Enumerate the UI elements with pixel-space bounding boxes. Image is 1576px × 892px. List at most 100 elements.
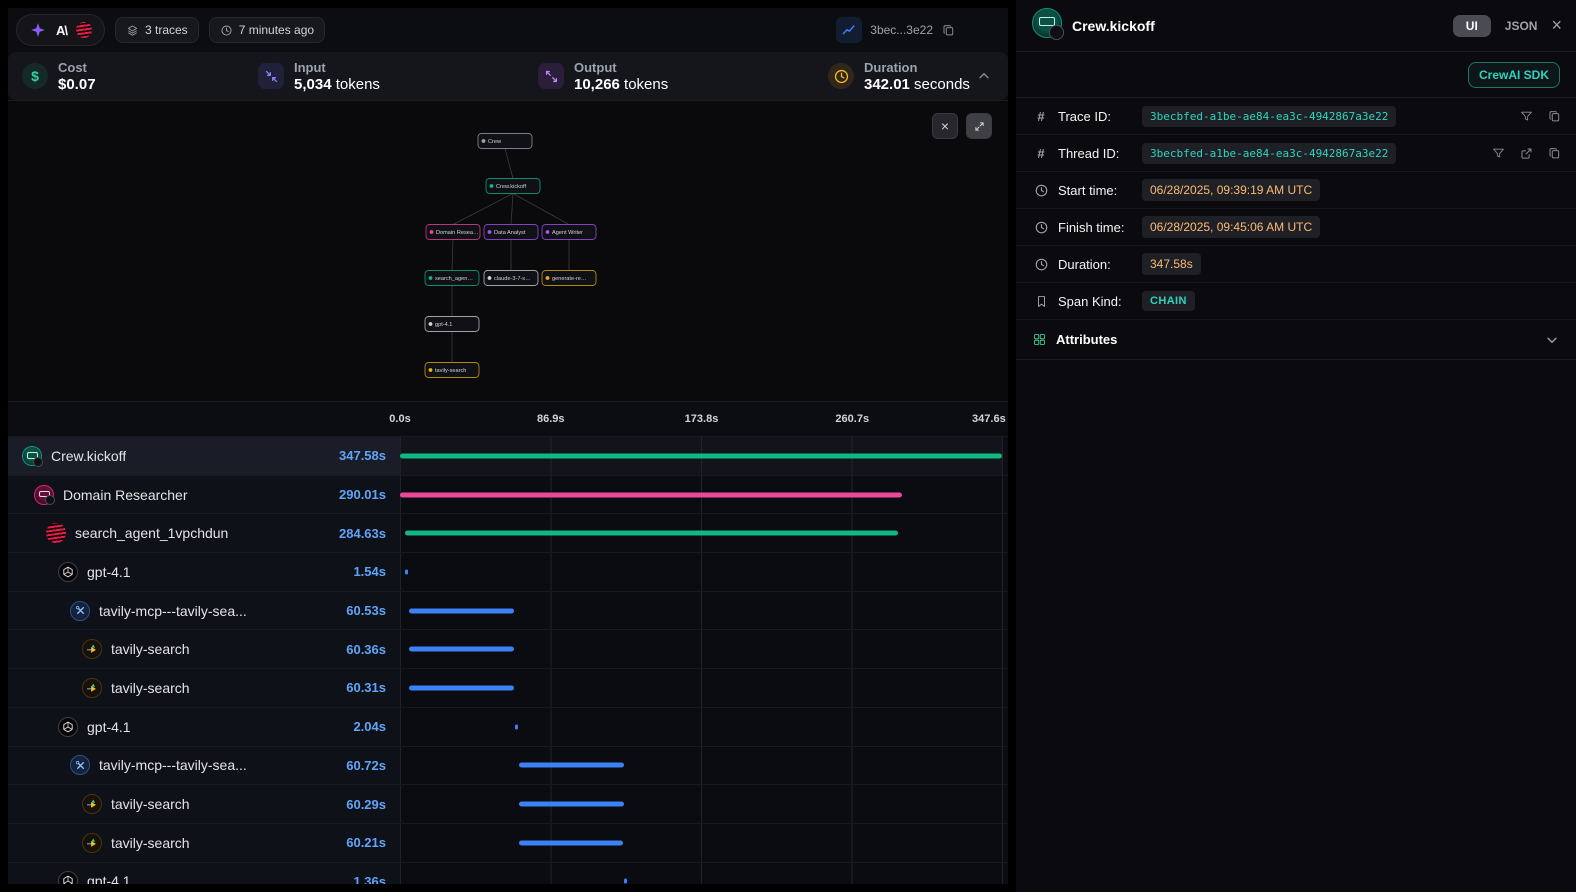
tools-icon	[70, 600, 90, 621]
span-bar[interactable]	[519, 840, 624, 846]
timeline-row[interactable]: tavily-search 60.21s	[8, 822, 1008, 862]
attributes-section-header[interactable]: Attributes	[1016, 320, 1576, 360]
trace-id-short: 3bec...3e22	[870, 23, 933, 37]
svg-text:Crew.kickoff: Crew.kickoff	[496, 184, 526, 190]
span-name: Crew.kickoff	[51, 447, 127, 464]
openai-icon	[58, 561, 78, 582]
field-value[interactable]: 3becbfed-a1be-ae84-ea3c-4942867a3e22	[1142, 105, 1397, 127]
hash-icon: #	[1037, 108, 1045, 124]
anthropic-logo-icon: A\	[56, 22, 68, 38]
external-link-button[interactable]	[1519, 146, 1534, 161]
span-name-cell: search_agent_1vpchdun 284.63s	[8, 514, 400, 553]
copy-button[interactable]	[1547, 109, 1562, 124]
graph-node[interactable]: claude-3-7-s…	[483, 270, 539, 286]
close-panel-button[interactable]: ×	[1551, 15, 1562, 35]
metric-value: 342.01 seconds	[864, 75, 970, 93]
graph-node[interactable]: tavily-search	[424, 362, 480, 378]
metrics-bar: $ Cost $0.07 Input 5,034 tokens Output 1…	[8, 52, 1008, 100]
graph-node[interactable]: Crew	[477, 133, 533, 149]
span-name: search_agent_1vpchdun	[75, 525, 229, 542]
filter-button[interactable]	[1491, 146, 1506, 161]
timeline-row[interactable]: gpt-4.1 1.36s	[8, 861, 1008, 884]
span-bar[interactable]	[409, 646, 514, 652]
span-bar[interactable]	[400, 453, 1002, 459]
tools-icon	[70, 755, 90, 776]
graph-node[interactable]: Crew.kickoff	[485, 178, 541, 194]
timeline-row[interactable]: tavily-search 60.36s	[8, 629, 1008, 669]
field-label: Thread ID:	[1058, 145, 1120, 161]
timeline-row[interactable]: tavily-search 60.29s	[8, 784, 1008, 823]
traces-count-label: 3 traces	[145, 23, 188, 37]
graph-node[interactable]: Agent Writer	[541, 224, 597, 240]
span-bar[interactable]	[409, 608, 514, 614]
field-value[interactable]: 06/28/2025, 09:39:19 AM UTC	[1142, 179, 1321, 201]
timeline-row[interactable]: tavily-mcp---tavily-sea... 60.72s	[8, 745, 1008, 785]
timeline-bar-cell	[400, 591, 1003, 630]
timeline-row[interactable]: tavily-mcp---tavily-sea... 60.53s	[8, 590, 1008, 630]
timeline-row[interactable]: Domain Researcher 290.01s	[8, 474, 1008, 514]
crewai-span-icon	[1032, 8, 1064, 43]
field-value[interactable]: CHAIN	[1142, 291, 1195, 311]
field-value[interactable]: 347.58s	[1142, 253, 1201, 275]
graph-node[interactable]: Domain Resea…	[425, 224, 481, 240]
axis-tick: 86.9s	[536, 413, 565, 425]
metric-value: 10,266 tokens	[574, 75, 669, 93]
span-bar[interactable]	[519, 801, 624, 807]
copy-trace-id-button[interactable]	[941, 23, 956, 38]
metric-input: Input 5,034 tokens	[258, 60, 538, 93]
span-duration: 60.36s	[346, 641, 386, 657]
metric-label: Cost	[58, 59, 87, 75]
span-name: tavily-mcp---tavily-sea...	[99, 757, 247, 774]
span-bar[interactable]	[405, 530, 898, 536]
svg-text:search_agen…: search_agen…	[435, 276, 473, 282]
expand-graph-button[interactable]	[966, 113, 992, 139]
filter-button[interactable]	[1519, 109, 1534, 124]
graph-node[interactable]: gpt-4.1	[424, 316, 480, 332]
topbar-right-cluster: 3bec...3e22	[836, 17, 1008, 43]
timeline-row[interactable]: gpt-4.1 2.04s	[8, 706, 1008, 746]
timeline-row[interactable]: search_agent_1vpchdun 284.63s	[8, 513, 1008, 553]
field-value[interactable]: 3becbfed-a1be-ae84-ea3c-4942867a3e22	[1142, 142, 1397, 164]
span-name: tavily-mcp---tavily-sea...	[99, 602, 247, 619]
view-toggle-json[interactable]: JSON	[1504, 18, 1538, 33]
graph-node[interactable]: generate-re…	[541, 270, 597, 286]
arrows-in-icon	[258, 63, 284, 89]
span-name-cell: gpt-4.1 2.04s	[8, 707, 400, 746]
graph-node[interactable]: search_agen…	[424, 270, 480, 286]
span-duration: 284.63s	[339, 525, 386, 541]
tavily-icon	[82, 832, 102, 853]
timeline-row[interactable]: Crew.kickoff 347.58s	[8, 436, 1008, 475]
span-bar[interactable]	[514, 724, 519, 730]
span-bar[interactable]	[400, 492, 903, 498]
metric-duration: Duration 342.01 seconds	[828, 60, 976, 93]
timeline-row[interactable]: gpt-4.1 1.54s	[8, 552, 1008, 591]
span-title: Crew.kickoff	[1072, 17, 1155, 34]
timeline-bar-cell	[400, 514, 1003, 553]
view-toggle-ui[interactable]: UI	[1452, 14, 1491, 37]
dollar-icon: $	[22, 63, 48, 89]
timeline-bar-cell	[400, 475, 1003, 514]
span-bar[interactable]	[409, 685, 514, 691]
svg-text:generate-re…: generate-re…	[552, 276, 587, 282]
detail-field-row: Duration: 347.58s	[1016, 246, 1576, 283]
span-bar[interactable]	[405, 569, 409, 575]
span-name-cell: tavily-mcp---tavily-sea... 60.53s	[8, 591, 400, 630]
timeline-bar-cell	[400, 862, 1003, 884]
span-bar[interactable]	[624, 878, 628, 884]
copy-button[interactable]	[1547, 146, 1562, 161]
trace-graph[interactable]: Crew Crew.kickoff Domain Resea… Data Ana…	[8, 101, 1008, 403]
span-duration: 1.36s	[353, 873, 386, 884]
field-value[interactable]: 06/28/2025, 09:45:06 AM UTC	[1142, 216, 1321, 238]
traces-count-badge[interactable]: 3 traces	[115, 17, 199, 43]
graph-node[interactable]: Data Analyst	[483, 224, 539, 240]
span-name: tavily-search	[111, 641, 190, 658]
trace-chart-button[interactable]	[836, 17, 863, 43]
collapse-metrics-button[interactable]	[976, 68, 992, 84]
axis-tick: 0.0s	[389, 413, 411, 425]
field-label: Finish time:	[1058, 219, 1125, 235]
arrows-out-icon	[538, 63, 564, 89]
span-bar[interactable]	[518, 762, 624, 768]
hash-icon: #	[1037, 145, 1045, 161]
timeline-row[interactable]: tavily-search 60.31s	[8, 668, 1008, 707]
close-graph-button[interactable]: ×	[932, 113, 958, 139]
